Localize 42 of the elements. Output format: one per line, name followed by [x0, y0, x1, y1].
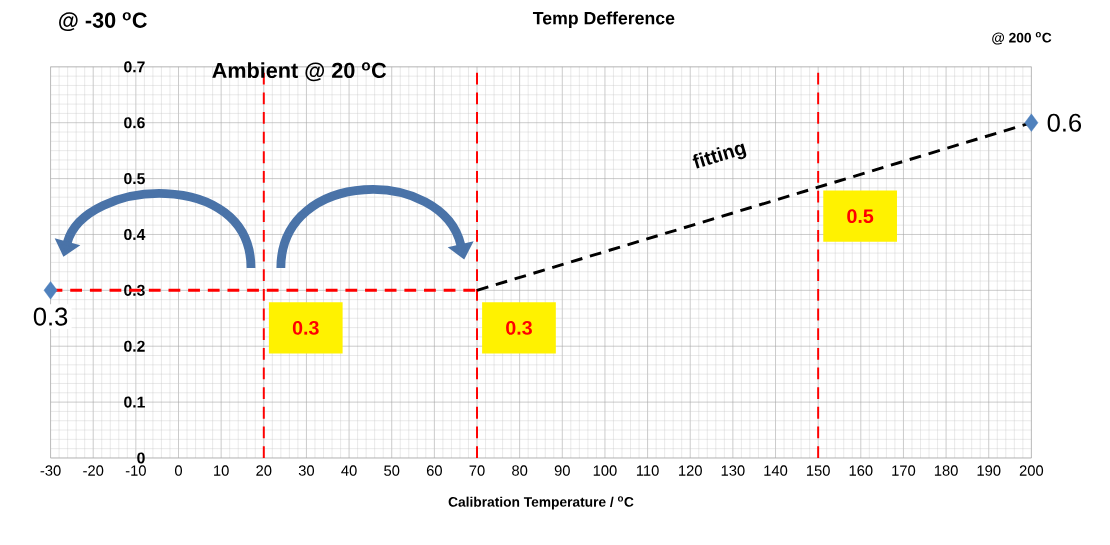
y-tick-label: 0.5: [124, 172, 145, 184]
x-tick-label: 160: [849, 465, 873, 476]
annotation: 0.3: [292, 320, 319, 335]
x-tick-label: 120: [679, 465, 702, 476]
x-tick-label: 130: [721, 465, 745, 476]
x-tick-label: 20: [256, 465, 272, 476]
x-tick-label: 50: [384, 465, 400, 476]
x-tick-label: 30: [298, 465, 315, 476]
chart-title: Temp Defference: [532, 11, 675, 28]
x-tick-label: -30: [40, 465, 61, 476]
x-tick-label: 40: [341, 465, 357, 476]
x-tick-label: 140: [764, 465, 788, 476]
x-tick-label: 10: [214, 465, 229, 476]
x-tick-label: 70: [469, 465, 485, 476]
text: @ -30 $^{o}$C: [59, 11, 147, 31]
x-tick-label: 180: [934, 465, 958, 476]
y-tick-label: 0.4: [124, 228, 146, 240]
x-tick-label: 60: [426, 465, 442, 476]
y-tick-label: 0.1: [124, 396, 145, 408]
x-axis-title: Calibration Temperature / $^{o}$C: [448, 496, 634, 510]
data-label: 0.6: [1047, 113, 1082, 132]
x-tick-label: 100: [593, 465, 617, 476]
annotation: Ambient @ 20 $^{o}$C: [212, 61, 387, 82]
y-tick-label: 0.6: [124, 116, 145, 129]
annotation: 0.5: [847, 208, 874, 223]
y-tick-label: 0: [137, 452, 145, 464]
x-tick-label: -20: [83, 465, 104, 476]
y-tick-label: 0.2: [124, 340, 145, 352]
text: @ 200 $^{o}$C: [992, 31, 1052, 45]
x-tick-label: 110: [636, 465, 659, 476]
x-tick-label: 170: [892, 465, 916, 476]
x-tick-label: -10: [125, 465, 146, 476]
y-tick-label: 0.7: [124, 61, 145, 73]
x-tick-label: 150: [806, 465, 830, 476]
x-tick-label: 80: [512, 465, 528, 476]
data-label: 0.3: [33, 307, 68, 326]
annotation: 0.3: [506, 320, 532, 335]
x-tick-label: 0: [174, 465, 183, 476]
annotation: fitting: [692, 143, 747, 169]
x-tick-label: 90: [554, 465, 570, 476]
x-tick-label: 200: [1019, 465, 1044, 476]
x-tick-label: 190: [977, 465, 1001, 476]
